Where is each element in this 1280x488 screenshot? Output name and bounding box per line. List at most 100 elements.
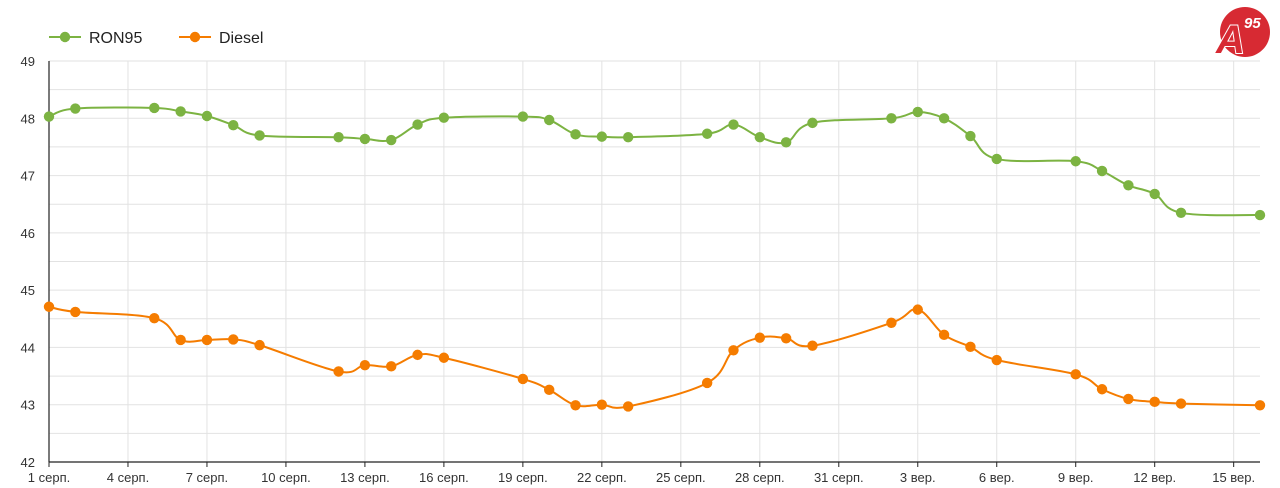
x-tick-label: 10 серп.	[261, 470, 311, 485]
data-point[interactable]	[201, 110, 213, 122]
data-point[interactable]	[43, 301, 55, 312]
x-tick-label: 13 серп.	[340, 470, 390, 485]
x-tick-label: 7 серп.	[186, 470, 228, 485]
x-tick-label: 16 серп.	[419, 470, 469, 485]
data-point[interactable]	[1149, 188, 1160, 200]
data-point[interactable]	[1175, 398, 1187, 409]
x-tick-label: 22 серп.	[577, 470, 627, 485]
data-point[interactable]	[991, 153, 1002, 165]
data-point[interactable]	[333, 131, 344, 143]
x-tick-label: 28 серп.	[735, 470, 785, 485]
data-point[interactable]	[543, 384, 555, 396]
data-point[interactable]	[570, 129, 581, 140]
legend-item-diesel[interactable]: Diesel	[179, 30, 263, 47]
data-point[interactable]	[701, 377, 713, 389]
grid-lines	[48, 60, 1260, 463]
data-point[interactable]	[70, 103, 81, 114]
data-point[interactable]	[254, 339, 265, 351]
data-point[interactable]	[622, 131, 634, 143]
data-point[interactable]	[807, 117, 818, 129]
data-point[interactable]	[1070, 156, 1081, 167]
data-point[interactable]	[517, 373, 529, 385]
data-point[interactable]	[175, 334, 186, 346]
y-tick-label: 46	[21, 226, 35, 241]
data-point[interactable]	[938, 329, 950, 341]
x-tick-label: 15 вер.	[1212, 470, 1255, 485]
data-point[interactable]	[228, 334, 239, 345]
data-point[interactable]	[728, 119, 739, 130]
logo-badge	[1220, 7, 1270, 57]
x-tick-label: 19 серп.	[498, 470, 548, 485]
data-point[interactable]	[886, 113, 897, 124]
data-point[interactable]	[938, 113, 950, 124]
data-point[interactable]	[1096, 384, 1108, 395]
data-point[interactable]	[1175, 207, 1187, 219]
data-point[interactable]	[1096, 165, 1108, 177]
data-point[interactable]	[70, 306, 81, 318]
data-point[interactable]	[359, 359, 371, 371]
data-point[interactable]	[412, 349, 423, 361]
y-tick-label: 45	[21, 283, 35, 298]
data-point[interactable]	[359, 133, 371, 145]
data-point[interactable]	[965, 341, 976, 353]
data-point[interactable]	[386, 361, 397, 372]
x-tick-label: 1 серп.	[28, 470, 70, 485]
data-point[interactable]	[912, 106, 923, 118]
x-tick-label: 6 вер.	[979, 470, 1015, 485]
data-point[interactable]	[991, 354, 1002, 366]
data-point[interactable]	[780, 137, 792, 148]
y-tick-label: 47	[21, 169, 35, 184]
data-point[interactable]	[43, 111, 55, 122]
data-point[interactable]	[438, 112, 450, 123]
data-point[interactable]	[754, 332, 766, 343]
legend-swatch-marker	[59, 31, 71, 43]
data-point[interactable]	[175, 106, 186, 117]
data-point[interactable]	[780, 333, 792, 344]
legend[interactable]: RON95 Diesel	[49, 30, 263, 47]
x-tick-label: 9 вер.	[1058, 470, 1094, 485]
data-point[interactable]	[149, 313, 160, 324]
series-diesel	[43, 301, 1266, 412]
data-point[interactable]	[201, 334, 213, 346]
y-tick-label: 44	[21, 340, 35, 355]
data-point[interactable]	[596, 131, 608, 142]
data-point[interactable]	[1123, 180, 1134, 191]
axes: 42 43 44 45 46 47 48 49 1 серп. 4 серп. 7 серп. 10 …	[21, 54, 1260, 485]
data-point[interactable]	[807, 340, 818, 351]
data-point[interactable]	[517, 111, 529, 122]
data-point[interactable]	[333, 366, 344, 377]
data-point[interactable]	[912, 304, 923, 315]
data-point[interactable]	[543, 114, 555, 126]
legend-item-ron95[interactable]: RON95	[49, 30, 142, 47]
data-point[interactable]	[1149, 396, 1160, 408]
x-tick-label: 31 серп.	[814, 470, 864, 485]
x-tick-label: 12 вер.	[1133, 470, 1176, 485]
data-point[interactable]	[412, 119, 423, 130]
data-point[interactable]	[1254, 400, 1266, 411]
data-point[interactable]	[728, 345, 739, 356]
data-point[interactable]	[886, 317, 897, 328]
series-ron95	[43, 102, 1266, 221]
data-point[interactable]	[596, 399, 608, 410]
data-point[interactable]	[701, 128, 713, 139]
data-point[interactable]	[965, 130, 976, 142]
data-point[interactable]	[1254, 209, 1266, 221]
x-tick-label: 25 серп.	[656, 470, 706, 485]
data-point[interactable]	[1123, 393, 1134, 405]
y-tick-label: 48	[21, 111, 35, 126]
y-tick-label: 42	[21, 455, 35, 470]
data-point[interactable]	[386, 134, 397, 146]
data-point[interactable]	[149, 102, 160, 114]
data-point[interactable]	[1070, 369, 1081, 380]
data-point[interactable]	[570, 400, 581, 411]
y-tick-label: 49	[21, 54, 35, 69]
data-point[interactable]	[438, 352, 450, 363]
logo-letter: A	[1215, 18, 1245, 58]
data-point[interactable]	[254, 130, 265, 141]
legend-swatch-marker	[189, 31, 201, 43]
data-point[interactable]	[754, 131, 766, 143]
series-layer	[43, 102, 1266, 412]
data-point[interactable]	[228, 119, 239, 131]
a95-logo: A 95	[1214, 6, 1272, 63]
data-point[interactable]	[622, 401, 634, 412]
